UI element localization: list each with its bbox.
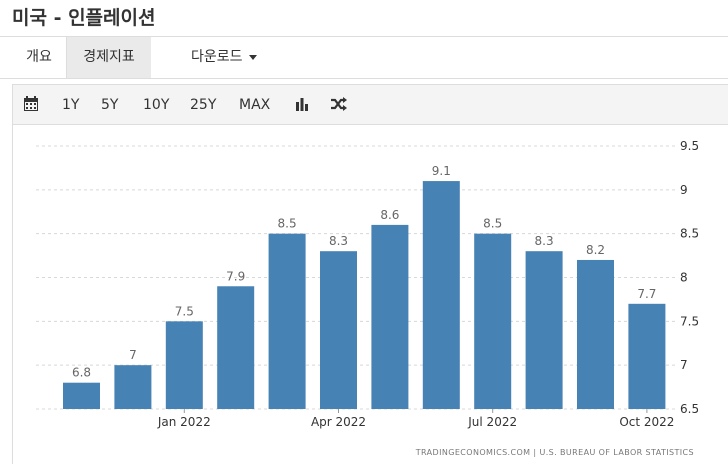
bar-value-label: 9.1 bbox=[432, 164, 451, 178]
y-tick-label: 9 bbox=[680, 183, 688, 197]
caret-down-icon bbox=[248, 54, 257, 60]
bar-value-label: 7.9 bbox=[226, 269, 245, 283]
bar bbox=[371, 224, 409, 409]
tab-download-label: 다운로드 bbox=[191, 49, 243, 65]
tab-overview[interactable]: 개요 bbox=[12, 37, 67, 78]
bar-value-label: 8.5 bbox=[278, 217, 297, 231]
page-title: 미국 - 인플레이션 bbox=[12, 7, 156, 29]
bar bbox=[217, 286, 255, 409]
bar bbox=[320, 251, 357, 409]
bar bbox=[577, 259, 614, 409]
tab-download[interactable]: 다운로드 bbox=[191, 37, 257, 78]
bar bbox=[63, 382, 100, 409]
y-tick-label: 6.5 bbox=[680, 402, 699, 416]
y-tick-label: 7 bbox=[680, 358, 688, 372]
bar bbox=[628, 303, 666, 409]
range-max-button[interactable]: MAX bbox=[239, 97, 271, 113]
source-label: TRADINGECONOMICS.COM | U.S. BUREAU OF LA… bbox=[415, 448, 694, 457]
y-tick-label: 8.5 bbox=[680, 227, 699, 241]
x-tick-label: Jul 2022 bbox=[467, 415, 517, 429]
bar-value-label: 8.3 bbox=[535, 234, 554, 248]
title-bar: 미국 - 인플레이션 bbox=[0, 0, 728, 37]
tab-bar: 개요 경제지표 다운로드 bbox=[0, 37, 728, 79]
x-tick-label: Jan 2022 bbox=[157, 415, 211, 429]
range-10y-button[interactable]: 10Y bbox=[143, 97, 170, 113]
shuffle-icon[interactable] bbox=[330, 85, 348, 125]
bar bbox=[422, 181, 460, 409]
bar-value-label: 7 bbox=[129, 348, 137, 362]
bar-value-label: 7.5 bbox=[175, 304, 194, 318]
bar bbox=[525, 251, 563, 409]
range-5y-button[interactable]: 5Y bbox=[101, 97, 119, 113]
bar bbox=[268, 233, 306, 409]
calendar-icon[interactable] bbox=[23, 85, 39, 125]
bar-value-label: 8.5 bbox=[483, 217, 502, 231]
bar-value-label: 8.3 bbox=[329, 234, 348, 248]
chart-frame bbox=[12, 125, 728, 464]
bar-value-label: 6.8 bbox=[72, 366, 91, 380]
bar bbox=[114, 365, 152, 409]
y-tick-label: 8 bbox=[680, 271, 688, 285]
tab-indicators[interactable]: 경제지표 bbox=[67, 37, 151, 78]
range-1y-button[interactable]: 1Y bbox=[62, 97, 80, 113]
y-tick-label: 9.5 bbox=[680, 139, 699, 153]
bar-value-label: 8.6 bbox=[380, 208, 399, 222]
bar-value-label: 8.2 bbox=[586, 243, 605, 257]
bar-value-label: 7.7 bbox=[637, 287, 656, 301]
chart-toolbar: 1Y 5Y 10Y 25Y MAX bbox=[12, 84, 728, 125]
x-tick-label: Oct 2022 bbox=[619, 415, 674, 429]
y-tick-label: 7.5 bbox=[680, 314, 699, 328]
x-tick-label: Apr 2022 bbox=[311, 415, 366, 429]
bar-chart-icon[interactable] bbox=[294, 85, 310, 125]
bar bbox=[474, 233, 512, 409]
range-25y-button[interactable]: 25Y bbox=[190, 97, 217, 113]
bar bbox=[165, 321, 203, 409]
